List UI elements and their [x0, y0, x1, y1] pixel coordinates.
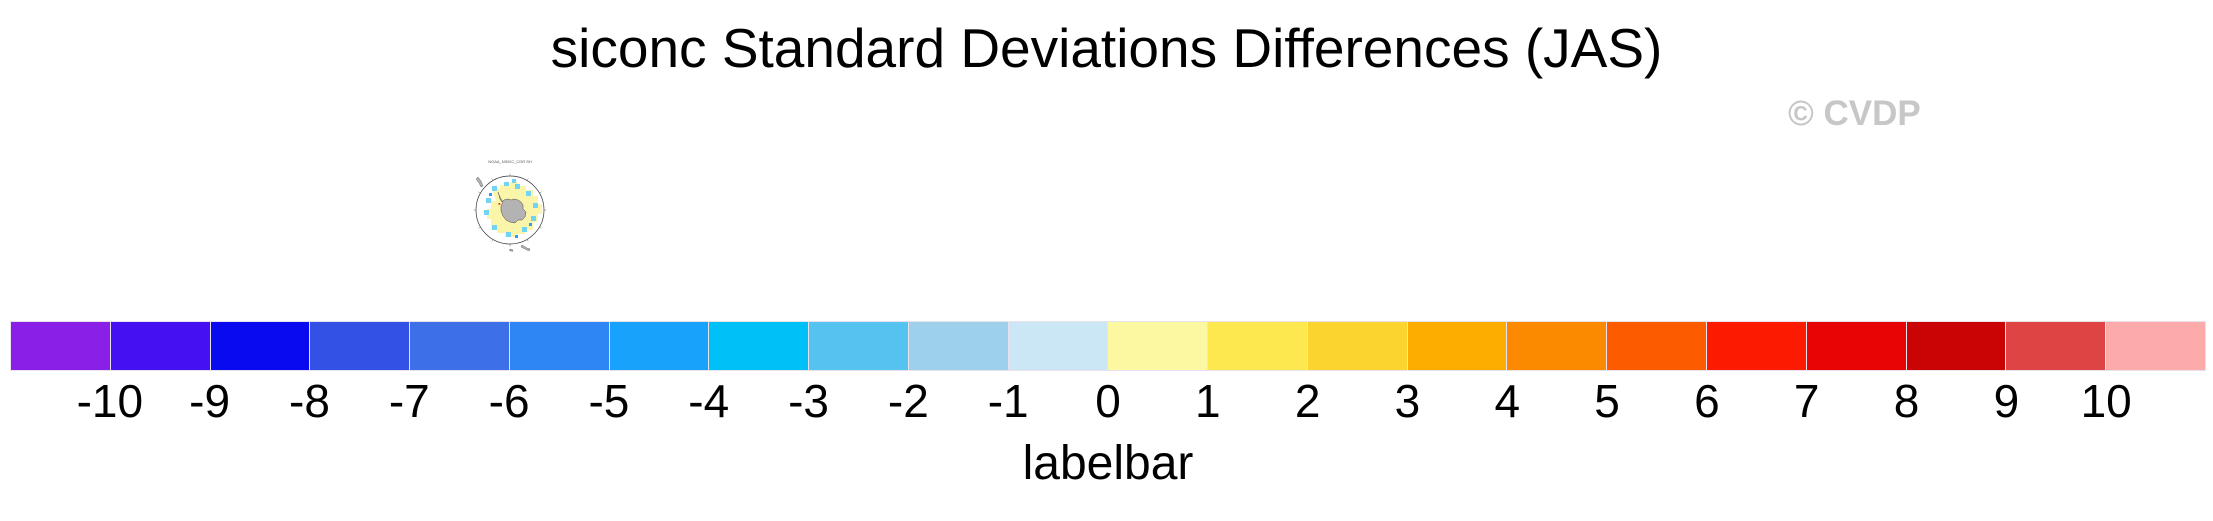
colorbar-segment-20 [2005, 321, 2106, 371]
tick-label-0: 0 [1095, 375, 1121, 427]
colorbar [10, 321, 2206, 371]
tick-label-8: 8 [1893, 375, 1920, 427]
tick-label-1: 1 [1195, 375, 1221, 427]
colorbar-segment-17 [1706, 321, 1806, 371]
tick-label-6: 6 [1694, 375, 1720, 427]
tick-label--8: -8 [289, 375, 330, 427]
colorbar-segment-9 [907, 321, 1008, 371]
colorbar-segment-15 [1506, 321, 1607, 371]
colorbar-segment-13 [1306, 321, 1407, 371]
tick-label--4: -4 [688, 375, 730, 427]
colorbar-segment-2 [209, 321, 310, 371]
colorbar-segment-19 [1905, 321, 2006, 371]
tick-label--9: -9 [189, 375, 231, 427]
colorbar-segment-21 [2105, 321, 2206, 371]
tick-label--10: -10 [76, 375, 144, 427]
colorbar-segment-4 [409, 321, 509, 371]
colorbar-segment-6 [608, 321, 709, 371]
colorbar-segment-14 [1406, 321, 1507, 371]
sea-ice-blue-patches [489, 193, 532, 238]
colorbar-segment-16 [1606, 321, 1707, 371]
tick-label-7: 7 [1793, 375, 1820, 427]
tick-label--1: -1 [987, 375, 1029, 427]
colorbar-segment-0 [10, 321, 110, 371]
colorbar-segment-10 [1007, 321, 1108, 371]
south-america-tip [475, 176, 484, 188]
colorbar-caption: labelbar [1022, 437, 1194, 490]
tick-label-9: 9 [1993, 375, 2020, 427]
tick-label--5: -5 [588, 375, 630, 427]
thumbnail-title: NOAA_NSIDC_CDR SH [488, 159, 532, 164]
polar-map-thumbnail: NOAA_NSIDC_CDR SH [473, 159, 547, 252]
tick-label--2: -2 [887, 375, 929, 427]
colorbar-segment-5 [508, 321, 609, 371]
colorbar-segment-12 [1207, 321, 1307, 371]
tick-label--3: -3 [788, 375, 829, 427]
tick-label-10: 10 [2080, 375, 2132, 427]
colorbar-segment-7 [708, 321, 809, 371]
tick-label--6: -6 [488, 375, 530, 427]
colorbar-segment-8 [808, 321, 908, 371]
tick-label-2: 2 [1294, 375, 1321, 427]
colorbar-segment-1 [109, 321, 210, 371]
tick-label--7: -7 [388, 375, 430, 427]
red-gridcell [498, 203, 501, 205]
tick-label-5: 5 [1594, 375, 1620, 427]
bottom-landmass-sliver-2 [509, 248, 514, 252]
tick-label-4: 4 [1494, 375, 1521, 427]
colorbar-segment-3 [309, 321, 410, 371]
cvdp-watermark: © CVDP [1788, 94, 1921, 133]
colorbar-tick-labels: -10 -9 -8 -7 -6 -5 -4 -3 -2 -1 0 1 2 3 4 5 6 7 8 9 10 [10, 374, 2206, 430]
antarctica-landmass [497, 191, 527, 224]
colorbar-segment-18 [1805, 321, 1906, 371]
sea-ice-cyan-patches [484, 179, 538, 237]
colorbar-segment-11 [1107, 321, 1208, 371]
globe-tick-marks [473, 173, 547, 247]
bottom-landmass-sliver [520, 244, 531, 252]
tick-label-3: 3 [1394, 375, 1421, 427]
page-title: siconc Standard Deviations Differences (… [550, 17, 1663, 79]
